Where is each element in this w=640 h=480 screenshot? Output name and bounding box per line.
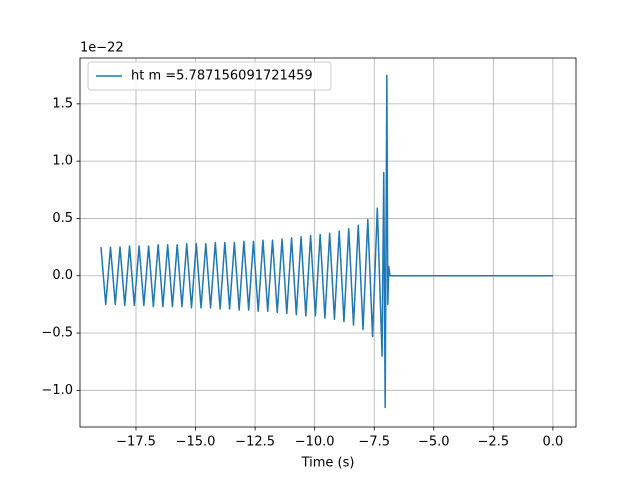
- data-line: [100, 74, 553, 409]
- legend-label: ht m =5.787156091721459: [131, 69, 313, 84]
- x-tick-label: −2.5: [478, 435, 510, 450]
- y-tick-label: 1.5: [52, 96, 73, 111]
- y-tick-label: 1.0: [52, 154, 73, 169]
- y-tick-label: −1.0: [41, 383, 73, 398]
- offset-label: 1e−22: [80, 41, 124, 56]
- y-tick-label: 0.0: [52, 268, 73, 283]
- x-tick-label: 0.0: [543, 435, 564, 450]
- legend-box: [87, 61, 332, 91]
- x-tick-label: −15.0: [176, 435, 216, 450]
- x-tick-label: −10.0: [295, 435, 335, 450]
- y-tick-label: 0.5: [52, 211, 73, 226]
- x-tick-label: −12.5: [235, 435, 275, 450]
- axes-frame: [79, 57, 577, 428]
- x-axis-label: Time (s): [301, 456, 355, 471]
- x-tick-label: −17.5: [116, 435, 156, 450]
- y-tick-label: −0.5: [41, 326, 73, 341]
- x-tick-label: −5.0: [418, 435, 450, 450]
- x-tick-label: −7.5: [358, 435, 390, 450]
